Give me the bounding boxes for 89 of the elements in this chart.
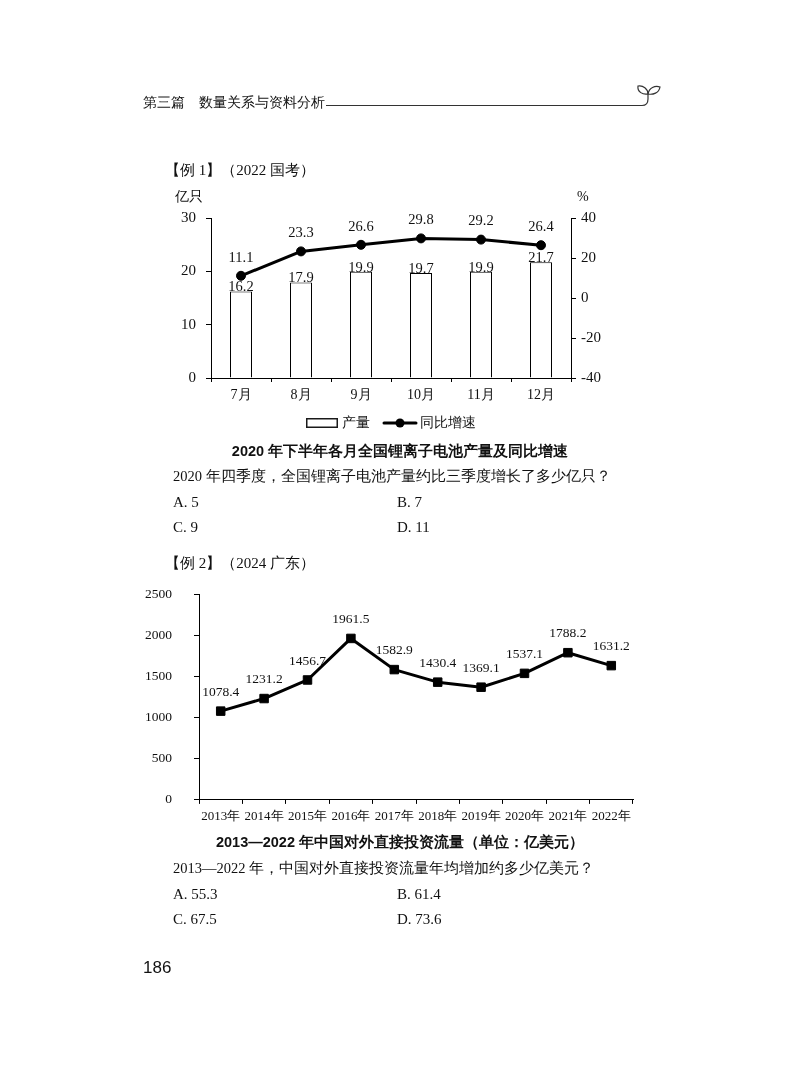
y-tick-label: 2000 (145, 626, 173, 642)
data-label: 1456.7 (288, 652, 327, 668)
point (416, 233, 426, 244)
x-tick-label: 2013年 (201, 808, 241, 824)
point (476, 234, 486, 245)
x-tick-label: 9月 (350, 387, 372, 403)
text: C. 67.5 (173, 910, 217, 928)
text: 2020 年下半年各月全国锂离子电池产量及同比增速 (231, 443, 569, 460)
point (476, 682, 486, 692)
y2-axis-title: % (577, 188, 589, 204)
text: 186 (143, 957, 172, 978)
text: D. 73.6 (397, 910, 442, 928)
text: A. 55.3 (173, 885, 218, 903)
legend-label: 产量 (342, 414, 370, 430)
point (302, 675, 313, 685)
data-label: 11.1 (228, 248, 254, 265)
point (356, 239, 366, 250)
x-tick-label: 2019年 (461, 808, 501, 824)
text: 【例 2】（2024 广东） (165, 554, 315, 572)
y-tick-label: 10 (181, 315, 196, 332)
y2-tick-label: 20 (581, 248, 596, 265)
data-label: 29.8 (408, 211, 434, 228)
data-label: 1430.4 (419, 654, 457, 670)
data-label: 29.2 (468, 212, 494, 229)
data-label: 17.9 (288, 269, 314, 286)
data-label: 19.9 (348, 258, 374, 275)
point (346, 633, 356, 644)
y2-tick-label: -40 (581, 368, 601, 385)
text: A. 5 (173, 493, 199, 511)
data-label: 16.2 (228, 278, 254, 295)
y-tick-label: 1500 (145, 667, 173, 683)
data-label: 1537.1 (505, 645, 544, 661)
data-label: 26.6 (348, 217, 374, 234)
y2-tick-label: 0 (581, 288, 589, 305)
data-label: 1582.9 (375, 642, 414, 658)
y-tick-label: 2500 (145, 585, 173, 601)
point (215, 706, 226, 716)
text: C. 9 (173, 518, 199, 536)
point (389, 664, 400, 675)
point (536, 240, 546, 251)
x-tick-label: 10月 (407, 387, 435, 403)
text: 2013—2022 年，中国对外直接投资流量年均增加约多少亿美元？ (173, 860, 595, 877)
x-tick-label: 2017年 (374, 808, 414, 824)
point (296, 246, 306, 257)
data-label: 1078.4 (202, 683, 240, 699)
x-tick-label: 2022年 (591, 808, 631, 824)
y2-tick-label: -20 (581, 328, 601, 345)
data-label: 26.4 (528, 218, 555, 235)
data-label: 1961.5 (332, 610, 370, 626)
y-axis-title: 亿只 (174, 188, 203, 204)
x-tick-label: 7月 (230, 387, 252, 403)
y-tick-label: 0 (165, 791, 173, 807)
x-tick-label: 11月 (467, 387, 495, 403)
text: 【例 1】（2022 国考） (165, 161, 315, 179)
data-label: 21.7 (528, 249, 554, 266)
data-label: 19.9 (468, 258, 494, 275)
data-label: 19.7 (408, 259, 434, 276)
x-tick-label: 2020年 (505, 808, 544, 824)
y-tick-label: 500 (151, 750, 173, 766)
x-tick-label: 2018年 (418, 808, 458, 824)
text: 2020 年四季度，全国锂离子电池产量约比三季度增长了多少亿只？ (173, 468, 611, 485)
y-tick-label: 30 (181, 208, 196, 225)
point (432, 677, 443, 687)
data-label: 23.3 (288, 224, 314, 241)
text: B. 7 (397, 493, 423, 511)
x-tick-label: 8月 (290, 387, 312, 403)
y2-tick-label: 40 (581, 208, 596, 225)
x-tick-label: 2016年 (331, 808, 371, 824)
point (236, 270, 246, 281)
text: 第三篇 数量关系与资料分析 (143, 94, 325, 111)
y-tick-label: 1000 (145, 709, 173, 725)
y-tick-label: 0 (188, 368, 196, 385)
y-tick-label: 20 (181, 262, 196, 279)
point (259, 693, 269, 704)
x-tick-label: 2015年 (288, 808, 327, 824)
point (606, 660, 617, 671)
x-tick-label: 12月 (527, 387, 555, 403)
text: 2013—2022 年中国对外直接投资流量（单位：亿美元） (215, 834, 585, 851)
text: D. 11 (397, 518, 430, 536)
legend-label: 同比增速 (420, 414, 476, 430)
data-label: 1231.2 (245, 671, 283, 687)
x-tick-label: 2021年 (548, 808, 588, 824)
point (519, 668, 530, 679)
data-label: 1631.2 (592, 638, 630, 654)
x-tick-label: 2014年 (244, 808, 284, 824)
text: B. 61.4 (397, 885, 441, 903)
data-label: 1788.2 (549, 625, 587, 641)
data-label: 1369.1 (462, 659, 500, 675)
point (563, 647, 573, 658)
